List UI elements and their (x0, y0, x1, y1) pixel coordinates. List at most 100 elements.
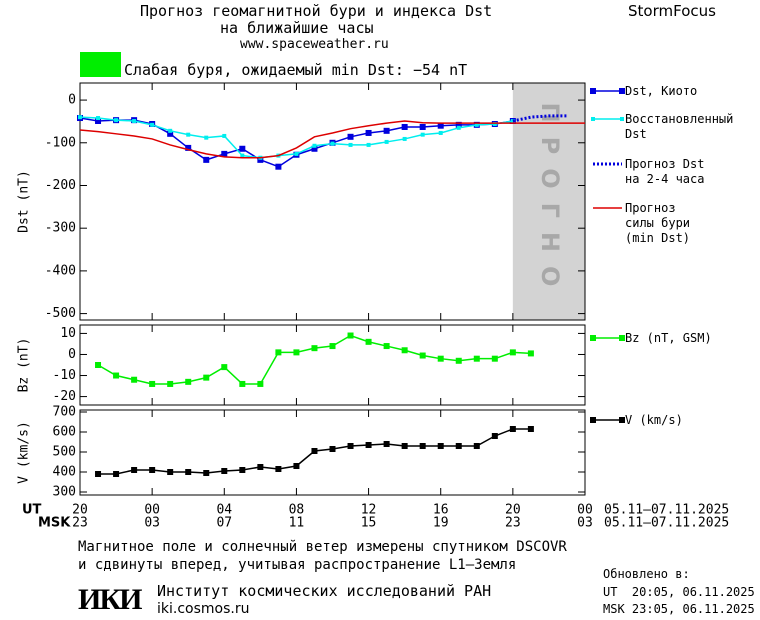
y-axis-title: V (km/s) (17, 421, 32, 484)
plot-frame (79, 82, 586, 321)
data-point (239, 380, 246, 387)
date-range: 05.11–07.11.2025 (604, 516, 729, 531)
data-point (293, 463, 300, 469)
data-point (329, 446, 336, 452)
data-point (437, 355, 444, 362)
legend-label: Dst, Киото (625, 84, 698, 98)
legend-symbol (619, 417, 625, 423)
data-point (185, 378, 192, 385)
data-point (311, 345, 318, 352)
y-tick-label: 400 (53, 465, 76, 480)
x2-tick-label: 03 (144, 516, 160, 531)
data-point (312, 143, 317, 148)
y-tick-label: -300 (45, 221, 76, 236)
data-point (402, 136, 407, 141)
legend-symbol (590, 417, 596, 423)
x-axis-title: UT (22, 503, 42, 518)
status-swatch (80, 52, 121, 77)
y-tick-label: -10 (53, 368, 76, 383)
x-tick-label: 20 (72, 503, 88, 518)
data-point (384, 139, 389, 144)
legend-symbol (619, 88, 625, 94)
x2-tick-label: 15 (361, 516, 377, 531)
data-point (96, 116, 101, 121)
legend-label: Bz (nT, GSM) (625, 331, 712, 345)
data-point (383, 441, 390, 447)
x2-tick-label: 07 (216, 516, 232, 531)
data-point (221, 468, 228, 474)
data-point (293, 349, 300, 356)
x-tick-label: 16 (433, 503, 449, 518)
legend-symbol (619, 335, 625, 341)
data-point (509, 426, 516, 432)
data-point (527, 426, 534, 432)
data-point (311, 145, 318, 152)
x-tick-label: 00 (144, 503, 160, 518)
y-tick-label: 0 (68, 93, 76, 108)
data-point (347, 443, 354, 449)
data-point (419, 352, 426, 359)
data-point (113, 471, 120, 477)
data-point (257, 380, 264, 387)
legend-symbol (591, 117, 595, 121)
institute: Институт космических исследований РАН (157, 582, 492, 600)
y-tick-label: -100 (45, 135, 76, 150)
data-point (401, 123, 408, 130)
data-point (491, 355, 498, 362)
brand: StormFocus (628, 2, 716, 20)
data-point (365, 129, 372, 136)
data-point (437, 122, 444, 129)
x2-tick-label: 19 (433, 516, 449, 531)
status-text: Слабая буря, ожидаемый min Dst: −54 nT (124, 61, 468, 79)
x2-tick-label: 23 (72, 516, 88, 531)
data-point (239, 467, 246, 473)
y-tick-label: 700 (53, 405, 76, 420)
data-point (474, 122, 479, 127)
data-point (78, 115, 82, 120)
y-tick-label: 0 (68, 347, 76, 362)
data-point (330, 141, 335, 146)
x2-tick-label: 23 (505, 516, 521, 531)
data-point (203, 374, 210, 381)
forecast-label: ПРОГНО (536, 103, 564, 301)
footer-note: Магнитное поле и солнечный ветер измерен… (78, 539, 567, 555)
y-tick-label: 10 (60, 326, 76, 341)
y-tick-label: 300 (53, 485, 76, 500)
y-tick-label: 500 (53, 445, 76, 460)
updated-msk: MSK 23:05, 06.11.2025 (603, 602, 755, 616)
data-point (275, 163, 282, 170)
y-tick-label: -500 (45, 306, 76, 321)
data-point (473, 443, 480, 449)
data-point (239, 145, 246, 152)
data-point (492, 121, 497, 126)
y-tick-label: -400 (45, 263, 76, 278)
data-point (149, 467, 156, 473)
footer-note: и сдвинуты вперед, учитывая распростране… (78, 557, 517, 573)
data-point (311, 448, 318, 454)
data-point (348, 142, 353, 147)
y-tick-label: -200 (45, 178, 76, 193)
data-point (150, 122, 155, 127)
data-point (401, 347, 408, 354)
data-point (365, 338, 372, 345)
data-point (95, 471, 102, 477)
data-point (149, 380, 156, 387)
subtitle: на ближайшие часы (220, 19, 374, 37)
legend-label: Прогноз силы бури (min Dst) (625, 201, 691, 245)
data-point (167, 469, 174, 475)
legend-symbol (590, 88, 596, 94)
data-point (455, 443, 462, 449)
date-range: 05.11–07.11.2025 (604, 503, 729, 518)
data-point (455, 121, 462, 128)
data-point (275, 466, 282, 472)
data-point (420, 132, 425, 137)
logo: ИКИ (78, 583, 142, 616)
data-point (294, 151, 299, 156)
plot-frame (79, 324, 586, 406)
legend-symbol (620, 117, 624, 121)
data-point (437, 443, 444, 449)
data-point (401, 443, 408, 449)
series-line (79, 117, 513, 168)
x-tick-label: 12 (361, 503, 377, 518)
